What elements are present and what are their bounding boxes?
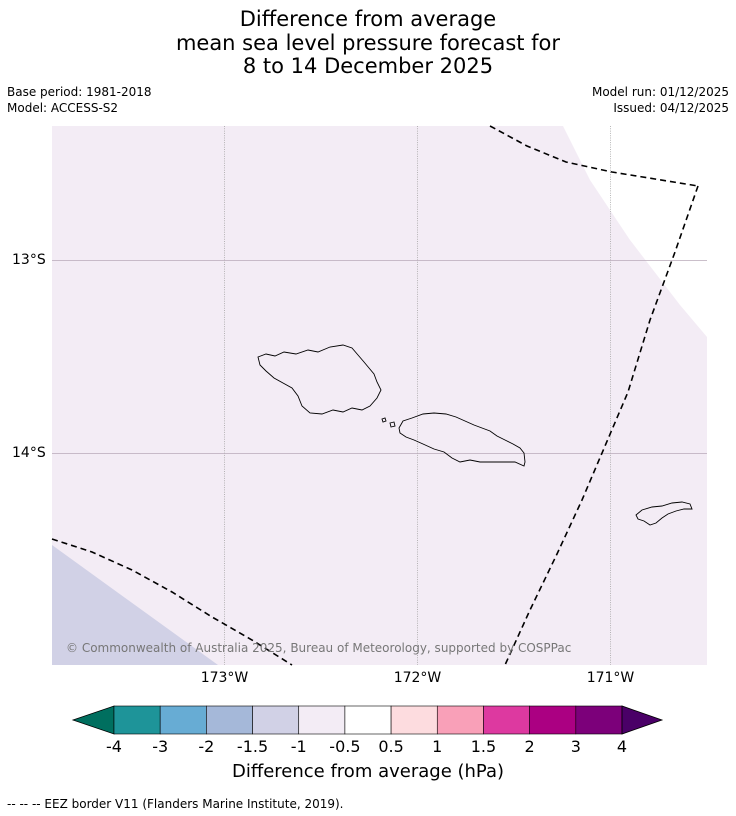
savaii-island bbox=[257, 344, 382, 415]
upolu-island bbox=[398, 412, 526, 467]
eez-border-southwest bbox=[51, 538, 293, 666]
colorbar-swatch bbox=[436, 705, 484, 735]
colorbar-swatch bbox=[390, 705, 438, 735]
chart-title: Difference from average mean sea level p… bbox=[0, 7, 736, 79]
base-period-text: Base period: 1981-2018 bbox=[7, 85, 152, 99]
lon-label-171w: 171°W bbox=[586, 670, 635, 686]
colorbar-swatch bbox=[344, 705, 392, 735]
eez-border-north bbox=[489, 125, 699, 187]
colorbar-swatch bbox=[206, 705, 253, 735]
colorbar-tick-label: -2 bbox=[198, 737, 215, 756]
colorbar-tick-label: 3 bbox=[570, 737, 581, 756]
colorbar-tick-label: 1.5 bbox=[470, 737, 497, 756]
tutuila-island bbox=[635, 501, 693, 526]
colorbar-tick-label: 2 bbox=[524, 737, 535, 756]
lon-label-173w: 173°W bbox=[200, 670, 249, 686]
near-average-region bbox=[563, 126, 707, 337]
issued-text: Issued: 04/12/2025 bbox=[613, 101, 729, 115]
colorbar-tick-label: -4 bbox=[106, 737, 122, 756]
colorbar-swatch bbox=[113, 705, 161, 735]
eez-legend-footer: -- -- -- EEZ border V11 (Flanders Marine… bbox=[7, 797, 344, 811]
graticule bbox=[224, 126, 611, 665]
colorbar-swatch bbox=[252, 705, 300, 735]
colorbar-swatch bbox=[529, 705, 577, 735]
colorbar-swatch bbox=[483, 705, 530, 735]
copyright-text: © Commonwealth of Australia 2025, Bureau… bbox=[66, 641, 572, 655]
map-background bbox=[52, 126, 707, 665]
title-line-2: mean sea level pressure forecast for bbox=[175, 30, 561, 55]
apolima-island bbox=[389, 421, 396, 428]
lat-label-14s: 14°S bbox=[12, 445, 46, 461]
colorbar-extend-low bbox=[71, 705, 115, 735]
parallels bbox=[52, 260, 707, 454]
colorbar-tick-label: 4 bbox=[616, 737, 628, 756]
colorbar-extend-high bbox=[621, 705, 664, 735]
meta-left: Base period: 1981-2018 Model: ACCESS-S2 bbox=[7, 84, 152, 116]
colorbar-tick-label: -1 bbox=[290, 737, 307, 756]
lon-label-172w: 172°W bbox=[393, 670, 442, 686]
colorbar-tick-label: -0.5 bbox=[329, 737, 361, 756]
below-average-region bbox=[52, 545, 218, 665]
title-line-3: 8 to 14 December 2025 bbox=[242, 54, 494, 78]
manono-island bbox=[381, 417, 387, 423]
model-text: Model: ACCESS-S2 bbox=[7, 101, 119, 115]
colorbar-tick-label: -3 bbox=[152, 737, 169, 756]
lat-label-13s: 13°S bbox=[12, 252, 46, 268]
colorbar-swatch bbox=[159, 705, 207, 735]
colorbar-swatch bbox=[575, 705, 623, 735]
colorbar-tick-label: 0.5 bbox=[378, 737, 404, 756]
colorbar-tick-label: 1 bbox=[432, 737, 443, 756]
meta-right: Model run: 01/12/2025 Issued: 04/12/2025 bbox=[592, 84, 729, 116]
colorbar-label: Difference from average (hPa) bbox=[231, 761, 505, 782]
colorbar-tick-label: -1.5 bbox=[236, 737, 269, 756]
eez-border-east bbox=[504, 185, 699, 666]
eez-borders bbox=[51, 125, 699, 666]
title-line-1: Difference from average bbox=[239, 7, 497, 31]
colorbar-swatch bbox=[298, 705, 346, 735]
model-run-text: Model run: 01/12/2025 bbox=[591, 85, 729, 99]
